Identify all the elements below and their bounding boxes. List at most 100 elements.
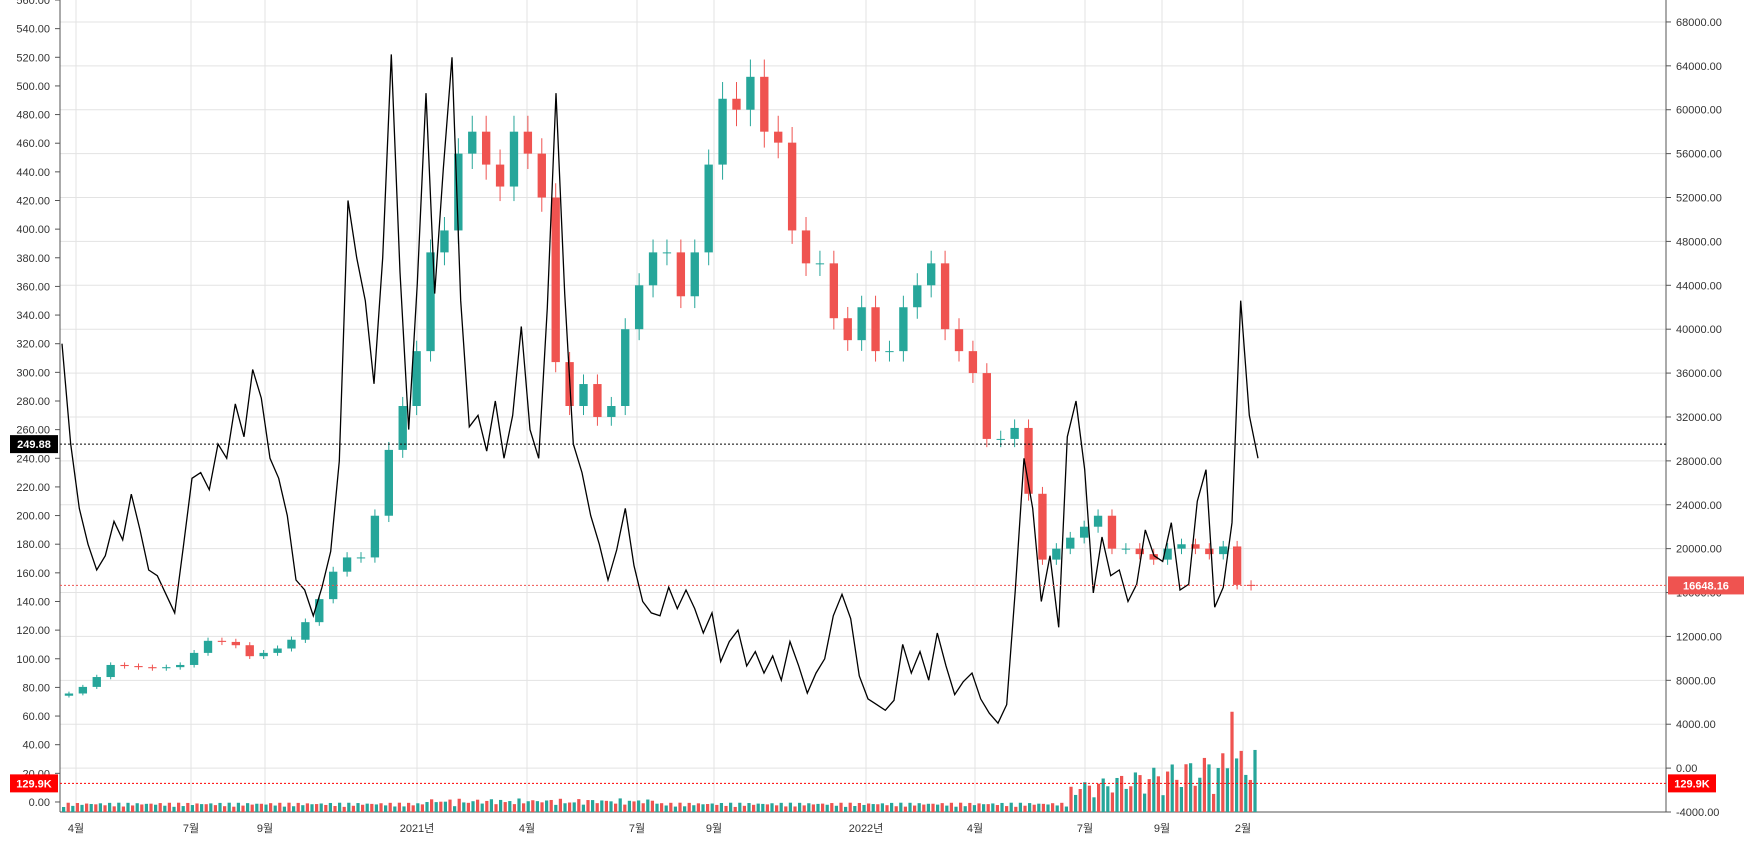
- volume-bar: [1202, 757, 1207, 812]
- left-price-badge-bg: [10, 435, 58, 454]
- candle-body: [746, 76, 755, 110]
- volume-bar: [269, 803, 273, 812]
- volume-bar: [402, 806, 406, 812]
- volume-bar: [1032, 804, 1036, 812]
- left-tick-label: 120.00: [16, 625, 50, 637]
- volume-bar: [1170, 764, 1174, 812]
- right-tick-label: 40000.00: [1676, 324, 1722, 336]
- candle-body: [106, 664, 115, 678]
- volume-bar: [517, 798, 521, 812]
- volume-bar: [416, 803, 420, 812]
- volume-bar: [1156, 776, 1161, 812]
- volume-bar: [540, 802, 544, 812]
- volume-bar: [839, 802, 843, 812]
- volume-bar: [756, 803, 760, 812]
- left-tick-label: 200.00: [16, 511, 50, 523]
- volume-bar: [1009, 802, 1013, 812]
- volume-bar: [738, 802, 742, 812]
- volume-bar: [227, 802, 231, 812]
- candle-body: [426, 252, 435, 352]
- candle-body: [342, 557, 352, 572]
- volume-bar: [393, 806, 397, 812]
- volume-bar: [931, 803, 935, 812]
- volume-bar: [425, 802, 429, 812]
- volume-bar: [618, 798, 622, 812]
- volume-bar: [807, 803, 811, 812]
- volume-bar: [982, 804, 986, 812]
- volume-bar: [775, 805, 779, 812]
- volume-bar: [1028, 803, 1032, 812]
- volume-bar: [719, 802, 724, 812]
- volume-bar: [430, 799, 434, 812]
- volume-bar: [250, 804, 254, 812]
- candle-body: [690, 252, 699, 297]
- volume-bar: [724, 805, 728, 812]
- volume-bar: [581, 804, 586, 812]
- left-tick-label: 500.00: [16, 81, 50, 93]
- volume-bar: [890, 802, 894, 812]
- right-tick-label: 0.00: [1676, 763, 1697, 775]
- volume-bar: [577, 799, 581, 812]
- volume-bar: [1000, 802, 1004, 812]
- volume-bar: [788, 802, 793, 812]
- candle-body: [537, 153, 546, 198]
- left-tick-label: 460.00: [16, 138, 50, 150]
- volume-bar: [954, 806, 958, 812]
- volume-bar: [761, 803, 765, 812]
- left-tick-label: 400.00: [16, 224, 50, 236]
- right-tick-label: 28000.00: [1676, 456, 1722, 468]
- volume-bar: [434, 802, 438, 812]
- volume-bar: [793, 806, 797, 812]
- left-tick-label: 560.00: [16, 0, 50, 7]
- volume-bar: [1225, 768, 1230, 812]
- volume-bar: [448, 799, 452, 812]
- left-tick-label: 160.00: [16, 568, 50, 580]
- volume-bar: [1253, 749, 1257, 812]
- candle-body: [189, 652, 199, 665]
- volume-bar: [968, 802, 972, 812]
- volume-bar: [701, 804, 705, 812]
- right-tick-label: 8000.00: [1676, 675, 1716, 687]
- volume-bar: [669, 802, 673, 812]
- right-tick-label: -4000.00: [1676, 807, 1719, 819]
- candle-body: [273, 648, 282, 653]
- volume-bar: [655, 803, 659, 812]
- volume-bar: [903, 806, 908, 812]
- volume-bar: [209, 803, 213, 812]
- volume-bar: [121, 806, 126, 812]
- volume-bar: [899, 802, 903, 812]
- volume-bar: [1129, 786, 1133, 812]
- volume-bar: [1221, 753, 1225, 812]
- volume-bar: [190, 805, 195, 812]
- candle-body: [398, 406, 407, 450]
- candle-body: [801, 230, 811, 264]
- volume-bar: [853, 806, 857, 812]
- candle-body: [78, 686, 88, 694]
- volume-bar: [384, 805, 388, 812]
- volume-bar: [259, 803, 264, 812]
- right-tick-label: 56000.00: [1676, 149, 1722, 161]
- volume-bar: [1120, 775, 1124, 812]
- candle-body: [885, 351, 894, 353]
- candle-body: [523, 131, 533, 154]
- left-tick-label: 260.00: [16, 425, 50, 437]
- volume-bar: [296, 802, 300, 812]
- volume-bar: [1106, 786, 1110, 812]
- volume-bar: [595, 803, 599, 812]
- volume-bar: [972, 805, 977, 812]
- right-tick-label: 60000.00: [1676, 105, 1722, 117]
- volume-bar: [499, 799, 503, 812]
- volume-bar: [876, 804, 880, 812]
- volume-bar: [512, 804, 517, 812]
- volume-bar: [379, 803, 383, 812]
- candle-body: [815, 263, 825, 265]
- volume-bar: [1193, 785, 1197, 812]
- volume-bar: [940, 803, 944, 812]
- candle-body: [871, 307, 880, 352]
- volume-bar: [365, 803, 369, 812]
- last-price-badge-bg: [1668, 576, 1744, 595]
- volume-bar: [1124, 788, 1128, 812]
- x-tick-label: 4월: [967, 822, 983, 835]
- left-tick-label: 300.00: [16, 367, 50, 379]
- candle-body: [704, 164, 713, 253]
